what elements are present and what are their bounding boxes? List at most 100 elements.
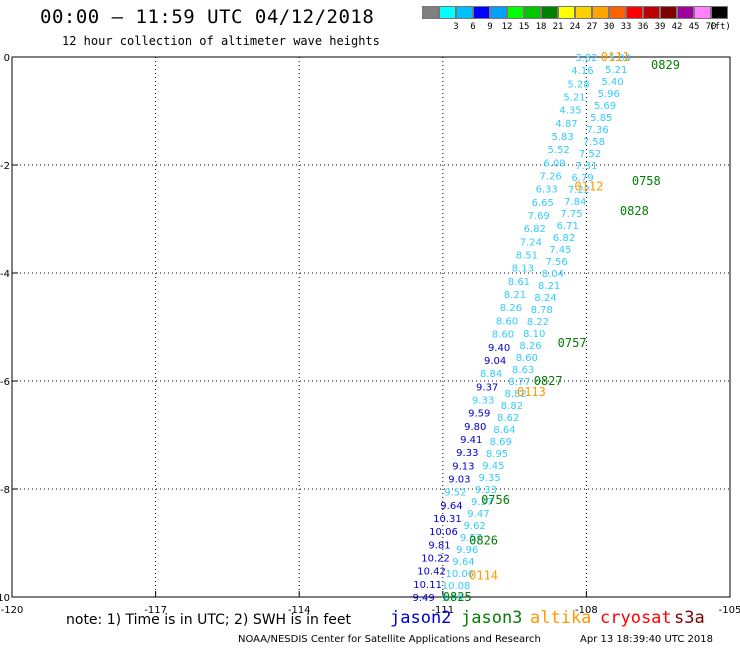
wave-height-label: 7.69 bbox=[528, 211, 550, 222]
wave-height-label: 7.56 bbox=[545, 257, 567, 268]
wave-height-label: 8.60 bbox=[492, 330, 514, 341]
wave-height-label: 8.69 bbox=[490, 437, 512, 448]
wave-height-label: 9.40 bbox=[488, 343, 510, 354]
wave-height-label: 7.84 bbox=[564, 197, 586, 208]
wave-height-label: 5.83 bbox=[551, 132, 573, 143]
x-tick-label: -108 bbox=[575, 605, 598, 616]
wave-height-label: 5.69 bbox=[594, 101, 616, 112]
wave-height-label: 6.65 bbox=[532, 198, 554, 209]
wave-height-label: 5.28 bbox=[567, 79, 589, 90]
wave-height-label: 7.45 bbox=[549, 245, 571, 256]
colorbar-label: 27 bbox=[586, 22, 598, 32]
wave-height-label: 10.08 bbox=[442, 581, 471, 592]
y-tick-label: -8 bbox=[0, 485, 10, 496]
pass-time-label: 0826 bbox=[469, 533, 498, 547]
colorbar-label: 39 bbox=[654, 22, 666, 32]
colorbar-swatch bbox=[609, 6, 626, 19]
wave-height-label: 9.59 bbox=[468, 409, 490, 420]
x-tick-label: -105 bbox=[719, 605, 740, 616]
wave-height-label: 5.21 bbox=[563, 93, 585, 104]
pass-time-label: 0113 bbox=[517, 385, 546, 399]
wave-height-label: 10.31 bbox=[433, 514, 462, 525]
wave-height-label: 9.99 bbox=[441, 593, 463, 604]
colorbar-label: 30 bbox=[603, 22, 615, 32]
x-tick-label: -120 bbox=[1, 605, 24, 616]
wave-height-label: 9.96 bbox=[456, 545, 478, 556]
wave-height-label: 5.04 bbox=[609, 53, 631, 64]
colorbar-swatch bbox=[524, 6, 541, 19]
wave-height-label: 7.52 bbox=[579, 149, 601, 160]
colorbar-swatch bbox=[643, 6, 660, 19]
wave-height-label: 8.61 bbox=[508, 277, 530, 288]
y-tick-label: -10 bbox=[0, 593, 10, 604]
wave-height-label: 9.33 bbox=[472, 395, 494, 406]
legend-altika: altika bbox=[530, 608, 592, 628]
wave-height-label: 8.26 bbox=[519, 341, 541, 352]
wave-height-label: 5.96 bbox=[598, 89, 620, 100]
colorbar-label: 42 bbox=[671, 22, 683, 32]
legend-s3a: s3a bbox=[674, 608, 705, 628]
colorbar-swatch bbox=[490, 6, 507, 19]
wave-height-label: 3.82 bbox=[575, 53, 597, 64]
wave-height-label: 8.78 bbox=[531, 305, 553, 316]
wave-height-label: 9.37 bbox=[471, 497, 493, 508]
wave-height-label: 5.21 bbox=[605, 65, 627, 76]
colorbar-label: 36 bbox=[637, 22, 649, 32]
wave-height-label: 7.24 bbox=[520, 237, 542, 248]
y-tick-label: -6 bbox=[0, 377, 10, 388]
colorbar-label: 18 bbox=[535, 22, 547, 32]
colorbar-label: 15 bbox=[518, 22, 530, 32]
pass-time-label: 0825 bbox=[443, 590, 472, 604]
pass-time-label: 0827 bbox=[534, 374, 563, 388]
colorbar-swatch bbox=[558, 6, 575, 19]
wave-height-label: 9.81 bbox=[428, 540, 450, 551]
wave-height-label: 9.33 bbox=[456, 448, 478, 459]
pass-time-label: 0828 bbox=[620, 204, 649, 218]
wave-height-label: 8.10 bbox=[523, 329, 545, 340]
colorbar-swatch bbox=[456, 6, 473, 19]
y-tick-label: -4 bbox=[0, 269, 10, 280]
pass-time-label: 0111 bbox=[601, 50, 630, 64]
wave-height-label: 9.49 bbox=[413, 593, 435, 604]
pass-time-label: 0758 bbox=[632, 174, 661, 188]
credit-footer: NOAA/NESDIS Center for Satellite Applica… bbox=[238, 634, 541, 645]
wave-height-label: 8.13 bbox=[512, 264, 534, 275]
wave-height-label: 9.33 bbox=[475, 485, 497, 496]
wave-height-label: 9.13 bbox=[452, 461, 474, 472]
colorbar-label: 24 bbox=[569, 22, 581, 32]
wave-height-label: 10.06 bbox=[429, 527, 458, 538]
wave-height-label: 7.26 bbox=[540, 172, 562, 183]
wave-height-label: 8.64 bbox=[493, 425, 515, 436]
colorbar-label: 6 bbox=[470, 22, 476, 32]
wave-height-label: 9.47 bbox=[467, 509, 489, 520]
colorbar-label: 70 bbox=[705, 22, 717, 32]
colorbar-label: 21 bbox=[552, 22, 564, 32]
wave-height-label: 8.24 bbox=[534, 293, 556, 304]
wave-height-label: 8.26 bbox=[500, 303, 522, 314]
wave-height-label: 7.36 bbox=[586, 125, 608, 136]
pass-time-label: 0829 bbox=[651, 58, 680, 72]
wave-height-label: 8.60 bbox=[496, 316, 518, 327]
wave-height-label: 7.31 bbox=[575, 161, 597, 172]
chart-title: 00:00 – 11:59 UTC 04/12/2018 bbox=[40, 6, 375, 28]
pass-time-label: 0114 bbox=[469, 568, 498, 582]
wave-height-label: 9.64 bbox=[452, 557, 474, 568]
x-tick-label: -114 bbox=[288, 605, 311, 616]
wave-height-label: 9.57 bbox=[460, 533, 482, 544]
wave-height-label: 5.85 bbox=[590, 113, 612, 124]
wave-height-label: 10.11 bbox=[413, 580, 442, 591]
wave-height-label: 8.77 bbox=[508, 377, 530, 388]
wave-height-label: 9.62 bbox=[464, 521, 486, 532]
wave-height-label: 9.41 bbox=[460, 435, 482, 446]
wave-height-label: 5.40 bbox=[601, 77, 623, 88]
legend-jason2: jason2 bbox=[390, 608, 452, 628]
wave-height-label: 7.75 bbox=[560, 209, 582, 220]
wave-height-label: 8.82 bbox=[501, 401, 523, 412]
wave-height-label: 8.51 bbox=[516, 251, 538, 262]
colorbar-swatch bbox=[473, 6, 490, 19]
x-tick-label: -111 bbox=[431, 605, 454, 616]
wave-height-label: 5.52 bbox=[547, 145, 569, 156]
wave-height-label: 9.04 bbox=[484, 356, 506, 367]
colorbar-label: 45 bbox=[688, 22, 700, 32]
